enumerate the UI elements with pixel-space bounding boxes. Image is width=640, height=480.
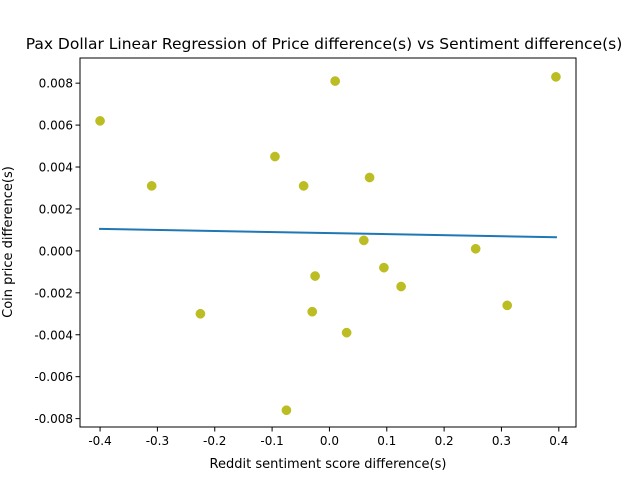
y-tick-label: 0.002 — [39, 202, 73, 216]
scatter-point — [379, 262, 389, 273]
y-tick-label: -0.008 — [34, 412, 73, 426]
x-tick-label: -0.1 — [260, 434, 283, 448]
scatter-point — [146, 181, 157, 191]
chart-title: Pax Dollar Linear Regression of Price di… — [26, 35, 623, 53]
x-tick-label: -0.2 — [203, 434, 226, 448]
scatter-point — [341, 327, 352, 338]
y-tick-label: -0.002 — [34, 286, 73, 300]
scatter-point — [298, 181, 309, 191]
x-tick-label: 0.1 — [377, 434, 396, 448]
scatter-point — [281, 405, 292, 416]
y-tick-label: 0.008 — [39, 77, 73, 91]
plot-frame — [79, 57, 577, 428]
regression-line — [99, 227, 557, 239]
axes: -0.4 -0.3 -0.2 -0.1 0.0 0.1 0.2 0.3 0.4 -0.008 -0.… — [34, 57, 577, 448]
y-tick-label: 0.000 — [39, 244, 73, 258]
x-tick-label: 0.3 — [492, 434, 511, 448]
x-tick-label: -0.4 — [88, 434, 111, 448]
y-tick-label: -0.004 — [34, 328, 73, 342]
scatter-point — [95, 116, 105, 126]
y-tick-label: 0.004 — [39, 161, 73, 175]
scatter-point — [330, 76, 341, 86]
x-tick-label: -0.3 — [146, 434, 169, 448]
scatter-point — [310, 271, 320, 281]
scatter-point — [470, 243, 481, 254]
scatter-point — [551, 72, 561, 82]
scatter-point — [364, 172, 375, 183]
scatter-point — [307, 306, 318, 317]
plot-area — [95, 72, 561, 416]
x-axis-label: Reddit sentiment score difference(s) — [210, 457, 447, 472]
y-axis-label: Coin price difference(s) — [1, 166, 16, 318]
scatter-point — [358, 235, 369, 246]
y-tick-label: -0.006 — [34, 370, 73, 384]
scatter-point — [502, 300, 513, 311]
x-tick-label: 0.4 — [549, 434, 568, 448]
x-tick-label: 0.2 — [435, 434, 454, 448]
scatter-point — [195, 308, 206, 319]
scatter-point — [396, 281, 406, 292]
y-tick-label: 0.006 — [39, 119, 73, 133]
x-tick-label: 0.0 — [320, 434, 339, 448]
scatter-point — [270, 151, 280, 162]
